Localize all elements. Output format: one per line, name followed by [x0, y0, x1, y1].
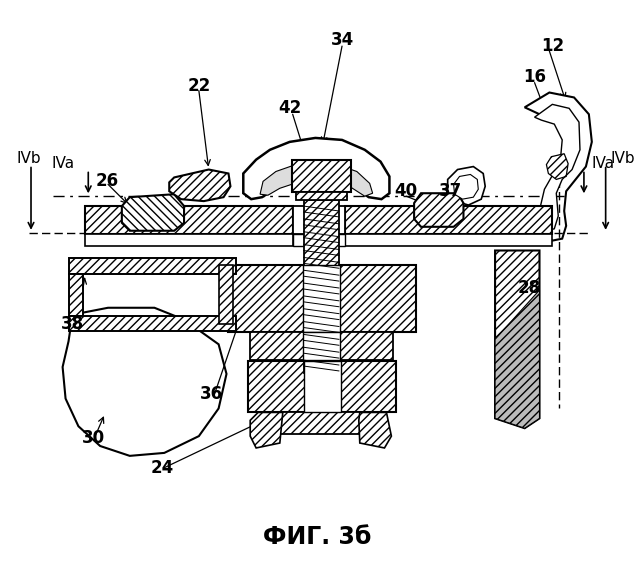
- Polygon shape: [250, 413, 283, 448]
- Text: 24: 24: [150, 459, 174, 477]
- Polygon shape: [447, 166, 485, 205]
- Polygon shape: [414, 193, 463, 227]
- Text: 38: 38: [61, 314, 84, 332]
- Text: IVb: IVb: [611, 151, 636, 166]
- Polygon shape: [68, 316, 236, 331]
- Text: 22: 22: [188, 77, 211, 95]
- Polygon shape: [85, 206, 292, 234]
- Text: IVa: IVa: [592, 156, 615, 171]
- Polygon shape: [495, 250, 540, 428]
- Polygon shape: [219, 265, 234, 324]
- Polygon shape: [63, 307, 227, 456]
- Polygon shape: [85, 234, 292, 246]
- Polygon shape: [228, 265, 416, 332]
- Polygon shape: [303, 361, 341, 413]
- Text: IVb: IVb: [17, 151, 42, 166]
- Polygon shape: [303, 332, 340, 360]
- Text: 36: 36: [200, 385, 223, 403]
- Text: IVa: IVa: [51, 156, 74, 171]
- Polygon shape: [268, 413, 376, 434]
- Text: ФИГ. 3б: ФИГ. 3б: [263, 525, 372, 549]
- Polygon shape: [454, 175, 478, 199]
- Polygon shape: [122, 194, 184, 231]
- Polygon shape: [345, 234, 552, 246]
- Polygon shape: [296, 192, 347, 200]
- Polygon shape: [292, 206, 345, 234]
- Polygon shape: [250, 332, 394, 360]
- Polygon shape: [243, 138, 389, 199]
- Polygon shape: [68, 258, 236, 274]
- Polygon shape: [68, 274, 83, 316]
- Text: 12: 12: [541, 37, 564, 55]
- Text: 40: 40: [395, 182, 418, 200]
- Text: 42: 42: [278, 99, 301, 117]
- Text: 16: 16: [523, 68, 546, 86]
- Polygon shape: [359, 413, 392, 448]
- Polygon shape: [345, 206, 552, 234]
- Polygon shape: [525, 92, 592, 240]
- Text: 37: 37: [439, 182, 462, 200]
- Text: 30: 30: [82, 429, 105, 447]
- Polygon shape: [260, 164, 372, 196]
- Text: 28: 28: [518, 279, 541, 297]
- Polygon shape: [303, 200, 339, 373]
- Polygon shape: [292, 160, 351, 192]
- Polygon shape: [169, 169, 230, 201]
- Polygon shape: [495, 290, 540, 428]
- Polygon shape: [547, 154, 568, 179]
- Text: 26: 26: [95, 172, 118, 190]
- Polygon shape: [248, 361, 396, 413]
- Polygon shape: [303, 265, 340, 332]
- Text: 34: 34: [330, 31, 354, 49]
- Polygon shape: [292, 234, 345, 246]
- Polygon shape: [534, 105, 580, 231]
